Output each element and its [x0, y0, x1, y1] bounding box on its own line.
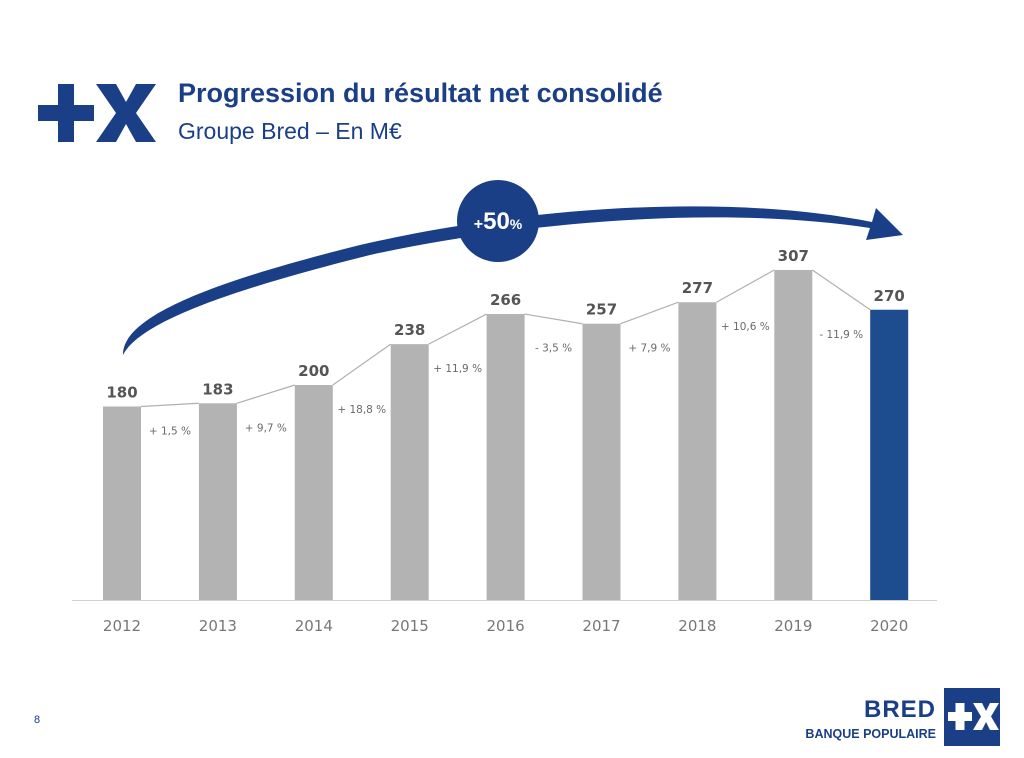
tick-label-2018: 2018: [678, 617, 716, 635]
page-number: 8: [34, 714, 41, 726]
plus-x-logo-icon: [38, 84, 156, 142]
bar-2014: [294, 385, 333, 600]
bar-2019: [774, 269, 813, 600]
tick-label-2014: 2014: [295, 617, 333, 635]
value-label-2019: 307: [778, 247, 809, 265]
value-label-2014: 200: [298, 362, 329, 380]
trend-segment: [332, 343, 392, 386]
growth-label: + 1,5 %: [149, 426, 191, 438]
growth-label: + 11,9 %: [433, 363, 482, 375]
tick-label-2015: 2015: [391, 617, 429, 635]
growth-label: + 7,9 %: [628, 343, 670, 355]
tick-label-2017: 2017: [582, 617, 620, 635]
overall-arrow: [122, 206, 903, 355]
value-label-2020: 270: [874, 287, 905, 305]
bar-2016: [486, 314, 525, 600]
overall-change-label: +50%: [474, 208, 523, 235]
bar-2012: [103, 406, 141, 600]
trend-segment: [524, 313, 583, 325]
value-label-2017: 257: [586, 301, 617, 319]
growth-label: - 11,9 %: [819, 329, 863, 341]
trend-segment: [620, 301, 679, 325]
trend-segment: [428, 313, 487, 345]
value-label-2016: 266: [490, 291, 521, 309]
tick-label-2019: 2019: [774, 617, 812, 635]
growth-label: + 18,8 %: [337, 404, 386, 416]
tick-label-2020: 2020: [870, 617, 908, 635]
trend-line-layer: [140, 269, 871, 408]
brand-tagline: BANQUE POPULAIRE: [805, 727, 936, 741]
brand-logo: BRED BANQUE POPULAIRE: [788, 686, 1000, 748]
bar-2017: [582, 323, 621, 600]
page-title: Progression du résultat net consolidé: [178, 78, 663, 108]
overall-change-badge: [457, 180, 539, 262]
growth-label: - 3,5 %: [535, 343, 572, 355]
overall-change-arrow: +50%: [122, 180, 903, 355]
bar-2018: [678, 302, 717, 600]
page-subtitle: Groupe Bred – En M€: [178, 118, 402, 144]
bar-2013: [198, 403, 237, 600]
trend-segment: [811, 269, 871, 311]
tick-label-2016: 2016: [487, 617, 525, 635]
plus-x-box-icon: [944, 688, 1000, 746]
value-label-2012: 180: [106, 384, 137, 402]
bar-2020: [870, 309, 909, 600]
growth-label: + 10,6 %: [721, 321, 770, 333]
tick-label-2012: 2012: [103, 617, 141, 635]
trend-segment: [236, 384, 295, 404]
value-label-2018: 277: [682, 279, 713, 297]
tick-label-2013: 2013: [199, 617, 237, 635]
bars-layer: [72, 269, 937, 601]
bar-2015: [390, 344, 429, 600]
trend-segment: [716, 269, 775, 303]
value-label-2013: 183: [202, 380, 233, 398]
brand-name: BRED: [863, 696, 936, 723]
trend-segment: [140, 402, 199, 408]
value-label-2015: 238: [394, 321, 425, 339]
labels-layer: 180 2012 183 2013 200 2014 238 2015 266 2016 257 20…: [103, 247, 908, 635]
growth-label: + 9,7 %: [245, 422, 287, 434]
